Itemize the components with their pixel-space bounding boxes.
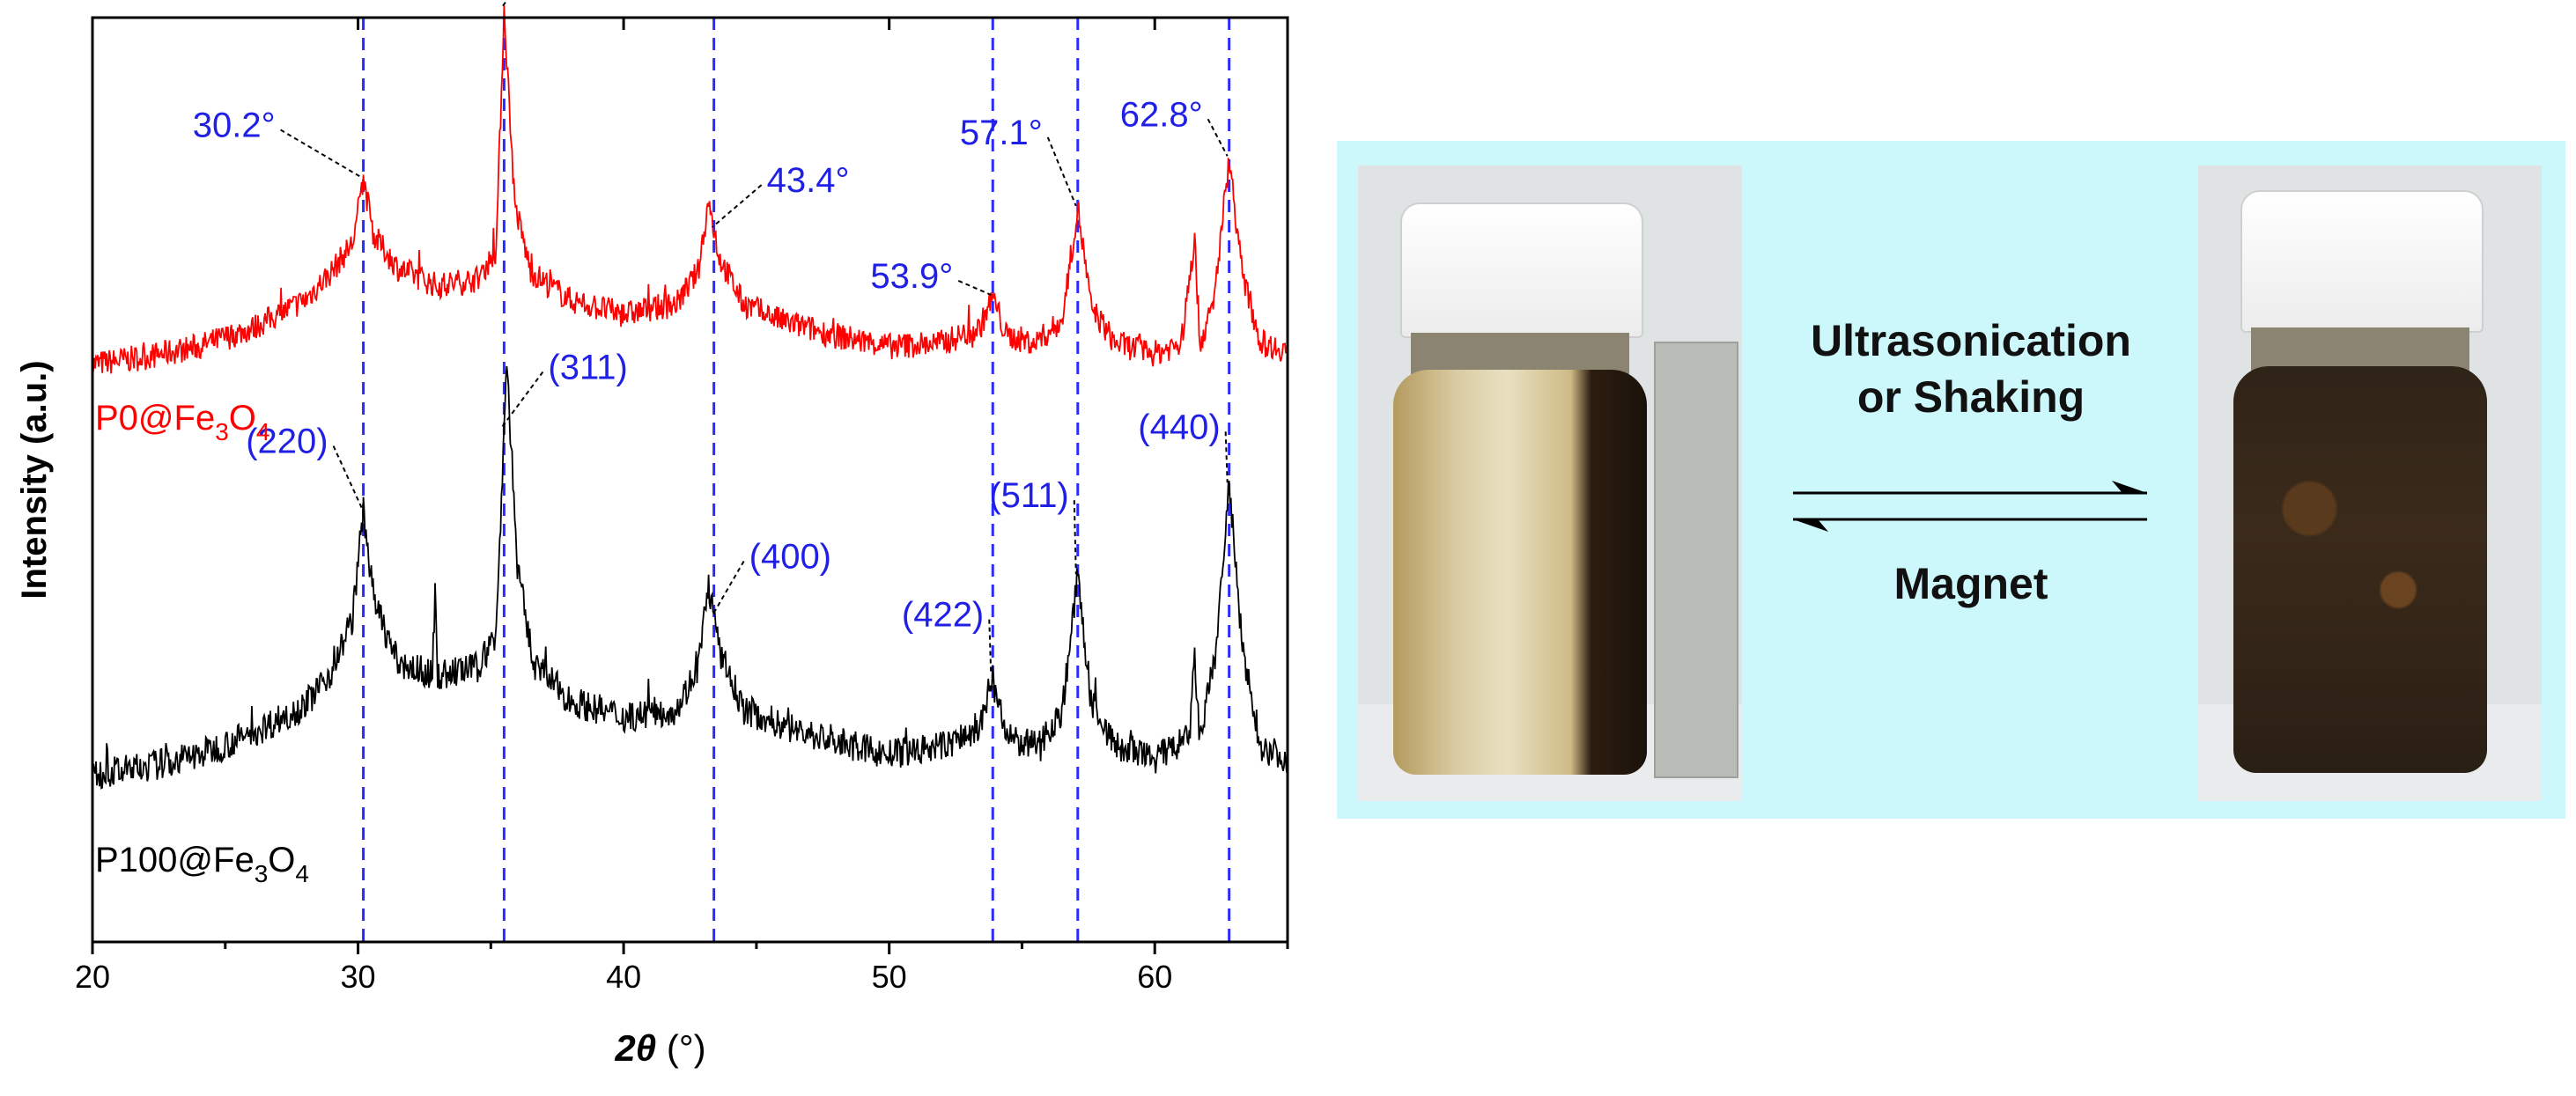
vial-cap bbox=[1400, 202, 1643, 338]
annotation-arrow bbox=[501, 0, 509, 8]
vial-neck bbox=[1411, 333, 1629, 375]
peak-label: 43.4° bbox=[767, 161, 850, 200]
vial-photo-dispersed bbox=[2198, 166, 2542, 801]
annotation-arrow bbox=[1224, 431, 1229, 483]
annotation-arrow bbox=[711, 184, 763, 228]
plot-frame bbox=[91, 16, 1289, 944]
peak-label: 53.9° bbox=[870, 257, 953, 296]
peak-label: (422) bbox=[902, 596, 984, 635]
peak-label: (220) bbox=[246, 423, 328, 461]
annotation-arrow bbox=[1073, 500, 1077, 575]
peak-label: (400) bbox=[749, 537, 831, 576]
xrd-traces bbox=[92, 5, 1288, 790]
peak-label: 30.2° bbox=[193, 107, 276, 145]
chart-axes: 20 30 40 50 60 bbox=[75, 16, 1289, 995]
vial-photo-magnet-separated bbox=[1358, 166, 1742, 801]
xrd-trace-p0 bbox=[92, 5, 1288, 379]
vial-neck bbox=[2251, 327, 2469, 371]
annotation-arrow bbox=[1207, 118, 1229, 157]
peak-label: 57.1° bbox=[960, 114, 1043, 152]
series-label-p100: P100@Fe3O4 bbox=[95, 841, 309, 887]
annotation-arrow bbox=[711, 560, 745, 616]
x-tick-label: 30 bbox=[341, 959, 376, 995]
double-arrow-icon bbox=[1793, 481, 2147, 532]
peak-annotations: 30.2°35.5°43.4°53.9°57.1°62.8°(220)(311)… bbox=[193, 0, 1229, 674]
x-axis-label: 2θ (°) bbox=[614, 1027, 705, 1069]
annotation-arrow bbox=[501, 371, 544, 428]
xrd-chart: 30.2°35.5°43.4°53.9°57.1°62.8°(220)(311)… bbox=[15, 0, 1289, 1069]
forward-process-label-line1: Ultrasonication bbox=[1811, 316, 2131, 365]
peak-label: (440) bbox=[1138, 408, 1220, 446]
vial-cap bbox=[2240, 190, 2484, 333]
peak-label: (311) bbox=[548, 348, 627, 386]
x-tick-label: 60 bbox=[1137, 959, 1172, 995]
annotation-arrow bbox=[332, 445, 363, 509]
annotation-arrow bbox=[988, 619, 993, 674]
annotation-arrow bbox=[1046, 136, 1077, 207]
x-tick-label: 40 bbox=[606, 959, 641, 995]
photo-panel: Ultrasonication or Shaking Magnet bbox=[1337, 141, 2565, 819]
reference-lines bbox=[362, 18, 1231, 942]
annotation-arrow bbox=[280, 129, 363, 179]
peak-label: 62.8° bbox=[1120, 95, 1203, 134]
vial-body-dark-dispersion bbox=[2233, 366, 2487, 773]
peak-label: (511) bbox=[989, 476, 1068, 515]
y-axis-label: Intensity (a.u.) bbox=[15, 360, 54, 599]
forward-process-label-line2: or Shaking bbox=[1856, 372, 2085, 422]
magnet-block bbox=[1654, 342, 1738, 778]
reverse-process-label: Magnet bbox=[1893, 559, 2048, 608]
series-label-p0: P0@Fe3O4 bbox=[95, 399, 270, 445]
vial-body-clear-with-deposit bbox=[1393, 370, 1647, 775]
equilibrium-arrows bbox=[1777, 458, 2165, 559]
annotation-arrow bbox=[957, 280, 992, 296]
x-tick-label: 50 bbox=[872, 959, 907, 995]
xrd-trace-p100 bbox=[92, 365, 1288, 790]
x-tick-label: 20 bbox=[75, 959, 110, 995]
